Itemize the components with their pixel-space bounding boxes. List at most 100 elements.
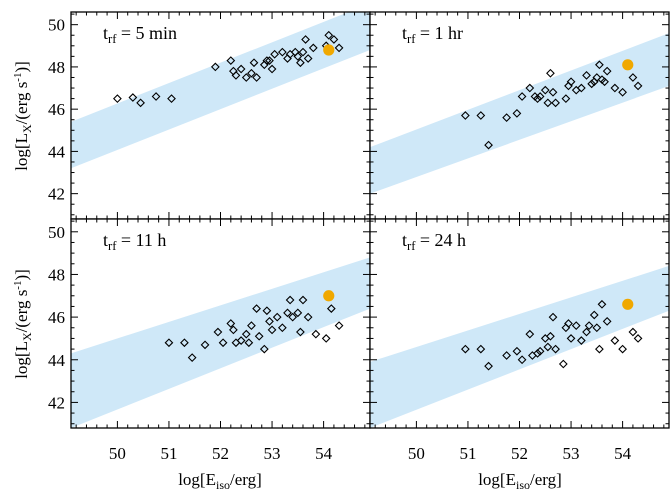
panel-title: trf = 24 h bbox=[402, 230, 466, 253]
markers bbox=[113, 30, 344, 108]
panel-title: trf = 5 min bbox=[103, 23, 177, 46]
data-point bbox=[460, 111, 470, 120]
panel-frame bbox=[369, 218, 670, 429]
data-point bbox=[561, 94, 571, 103]
data-point bbox=[296, 58, 305, 68]
x-axis-label: log[Eiso/erg] bbox=[178, 470, 262, 490]
data-point bbox=[226, 56, 236, 65]
x-tick-label: 53 bbox=[563, 444, 580, 463]
data-point bbox=[151, 92, 161, 101]
data-point bbox=[476, 344, 486, 354]
data-point bbox=[277, 47, 287, 57]
data-point bbox=[566, 77, 576, 87]
data-point bbox=[267, 325, 277, 335]
relation-band bbox=[71, 12, 370, 169]
data-point bbox=[334, 321, 344, 331]
data-point bbox=[298, 295, 308, 305]
data-point bbox=[293, 308, 303, 318]
data-point bbox=[558, 359, 568, 369]
data-point bbox=[535, 92, 545, 101]
data-point bbox=[610, 83, 620, 93]
data-point bbox=[283, 308, 292, 318]
data-point bbox=[587, 79, 597, 89]
markers bbox=[460, 59, 643, 150]
data-point bbox=[252, 304, 261, 313]
highlight-point bbox=[323, 44, 335, 56]
data-point bbox=[180, 338, 189, 348]
data-point bbox=[576, 336, 586, 345]
data-point bbox=[576, 83, 586, 93]
x-tick-label: 51 bbox=[459, 444, 476, 463]
data-point bbox=[589, 310, 599, 320]
y-tick-label: 42 bbox=[48, 393, 65, 412]
data-point bbox=[277, 323, 287, 333]
panels: 42 44 46 48 50 trf = 5 min trf = 1 hr 42 44 46 48 5… bbox=[48, 11, 670, 463]
data-point bbox=[546, 68, 555, 78]
data-point bbox=[484, 140, 493, 150]
data-point bbox=[229, 325, 238, 335]
data-point bbox=[533, 348, 542, 358]
data-point bbox=[618, 344, 627, 354]
markers bbox=[460, 298, 643, 371]
data-point bbox=[533, 94, 542, 103]
data-point bbox=[546, 331, 555, 341]
y-tick-label: 42 bbox=[48, 185, 65, 204]
data-point bbox=[600, 77, 609, 87]
data-point bbox=[592, 323, 602, 333]
y-tick-label: 44 bbox=[48, 351, 66, 370]
data-point bbox=[460, 344, 470, 354]
data-point bbox=[311, 329, 321, 339]
data-point bbox=[566, 334, 576, 343]
data-point bbox=[535, 346, 545, 356]
data-point bbox=[249, 58, 259, 68]
data-point bbox=[548, 87, 558, 97]
data-point bbox=[231, 70, 241, 80]
data-point bbox=[113, 94, 122, 103]
panel-top-right: trf = 1 hr bbox=[369, 11, 670, 220]
data-point bbox=[187, 353, 197, 363]
y-tick-label: 50 bbox=[48, 223, 65, 242]
data-point bbox=[512, 346, 522, 356]
data-point bbox=[329, 35, 339, 44]
data-point bbox=[564, 319, 573, 328]
data-point bbox=[247, 68, 256, 78]
relation-band bbox=[370, 33, 669, 194]
data-point bbox=[241, 329, 251, 339]
y-axis-label: log[LX/(erg s-1)] bbox=[12, 61, 34, 171]
data-point bbox=[303, 312, 313, 322]
data-point bbox=[540, 85, 550, 95]
data-point bbox=[602, 66, 612, 76]
y-tick-label: 48 bbox=[48, 265, 65, 284]
data-point bbox=[164, 338, 174, 348]
data-point bbox=[308, 43, 318, 53]
data-point bbox=[296, 327, 305, 337]
highlight-point bbox=[622, 59, 634, 71]
data-point bbox=[293, 51, 303, 61]
data-point bbox=[236, 64, 246, 74]
data-point bbox=[571, 321, 581, 331]
data-point bbox=[262, 306, 272, 316]
x-tick-label: 50 bbox=[408, 444, 425, 463]
highlight-point bbox=[622, 298, 634, 310]
y-tick-label: 50 bbox=[48, 16, 65, 35]
data-point bbox=[265, 56, 274, 65]
data-point bbox=[525, 83, 535, 93]
data-point bbox=[265, 316, 274, 326]
data-point bbox=[484, 361, 493, 371]
data-point bbox=[595, 60, 604, 70]
data-point bbox=[326, 304, 336, 313]
data-point bbox=[334, 43, 344, 53]
data-point bbox=[512, 109, 522, 118]
data-point bbox=[551, 344, 560, 354]
relation-band bbox=[71, 257, 370, 428]
data-point bbox=[476, 111, 486, 120]
highlight-point bbox=[323, 290, 335, 302]
panel-top-left: 42 44 46 48 50 trf = 5 min bbox=[48, 11, 371, 220]
x-tick-label: 54 bbox=[614, 444, 632, 463]
data-point bbox=[136, 98, 145, 108]
data-point bbox=[628, 327, 638, 337]
data-point bbox=[267, 64, 277, 74]
data-point bbox=[236, 336, 246, 345]
x-tick-label: 53 bbox=[264, 444, 281, 463]
